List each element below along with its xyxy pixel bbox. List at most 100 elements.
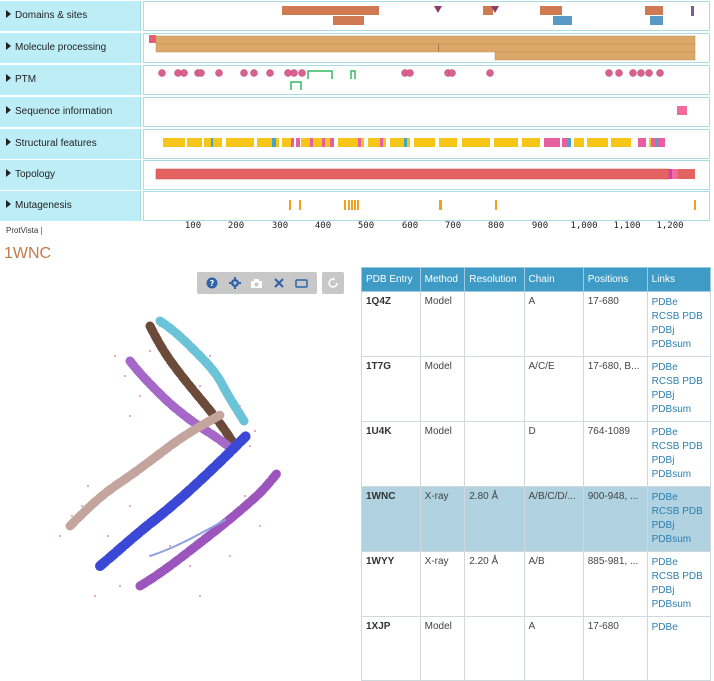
strand-feature[interactable] [638, 138, 646, 147]
cytoplasmic-region[interactable] [672, 169, 678, 179]
mutagenesis-site[interactable] [439, 200, 442, 210]
chain-feature[interactable] [494, 51, 696, 61]
link-pdbe[interactable]: PDBe [651, 622, 678, 633]
helix-feature[interactable] [574, 138, 584, 147]
strand-feature[interactable] [358, 138, 361, 147]
helix-feature[interactable] [226, 138, 254, 147]
helix-feature[interactable] [414, 138, 435, 147]
site-marker[interactable] [434, 6, 442, 13]
link-pdbe[interactable]: PDBe [651, 427, 678, 438]
region-feature[interactable] [650, 16, 663, 25]
link-pdbj[interactable]: PDBj [651, 520, 675, 531]
ptm-glycosylation[interactable] [645, 69, 653, 77]
helix-feature[interactable] [368, 138, 386, 147]
turn-feature[interactable] [211, 138, 213, 147]
strand-feature[interactable] [291, 138, 294, 147]
link-pdbsum[interactable]: PDBsum [651, 599, 692, 610]
track-panel-mutagenesis[interactable] [143, 191, 710, 221]
signal-peptide-feature[interactable] [149, 35, 156, 43]
mutagenesis-site[interactable] [357, 200, 359, 210]
helix-feature[interactable] [338, 138, 364, 147]
link-pdbe[interactable]: PDBe [651, 362, 678, 373]
link-pdbj[interactable]: PDBj [651, 585, 675, 596]
turn-feature[interactable] [656, 138, 658, 147]
strand-feature[interactable] [380, 138, 383, 147]
disulfide-bond[interactable] [307, 70, 333, 79]
ptm-glycosylation[interactable] [266, 69, 274, 77]
column-header-links[interactable]: Links [646, 267, 712, 292]
cytoplasmic-region[interactable] [678, 169, 695, 179]
helix-feature[interactable] [163, 138, 185, 147]
column-header-pdb-entry[interactable]: PDB Entry [361, 267, 421, 292]
site-marker[interactable] [691, 6, 694, 16]
table-row[interactable]: 1XJP Model A 17-680 PDBe [361, 616, 712, 681]
link-pdbj[interactable]: PDBj [651, 325, 675, 336]
helix-feature[interactable] [282, 138, 292, 147]
ptm-glycosylation[interactable] [448, 69, 456, 77]
strand-feature[interactable] [562, 138, 569, 147]
track-panel-topology[interactable] [143, 160, 710, 190]
strand-feature[interactable] [330, 138, 334, 147]
link-pdbj[interactable]: PDBj [651, 390, 675, 401]
helix-feature[interactable] [522, 138, 540, 147]
helix-feature[interactable] [257, 138, 279, 147]
help-icon[interactable]: ? [205, 276, 219, 290]
mutagenesis-site[interactable] [495, 200, 497, 210]
link-rcsb-pdb[interactable]: RCSB PDB [651, 376, 703, 387]
ptm-glycosylation[interactable] [605, 69, 613, 77]
domain-feature[interactable] [645, 6, 663, 15]
ptm-glycosylation[interactable] [158, 69, 166, 77]
mutagenesis-site[interactable] [351, 200, 353, 210]
tools-icon[interactable] [272, 276, 286, 290]
track-label-molecule-processing[interactable]: Molecule processing [0, 33, 141, 63]
track-panel-domains-sites[interactable] [143, 1, 710, 31]
mutagenesis-site[interactable] [694, 200, 696, 210]
track-domains-sites[interactable]: Domains & sites [0, 1, 714, 31]
helix-feature[interactable] [390, 138, 410, 147]
column-header-positions[interactable]: Positions [582, 267, 648, 292]
mutagenesis-site[interactable] [348, 200, 350, 210]
track-ptm[interactable]: PTM [0, 65, 714, 95]
link-rcsb-pdb[interactable]: RCSB PDB [651, 506, 703, 517]
turn-feature[interactable] [404, 138, 407, 147]
strand-feature[interactable] [296, 138, 300, 147]
domain-feature[interactable] [540, 6, 562, 15]
track-sequence-information[interactable]: Sequence information [0, 97, 714, 127]
link-pdbsum[interactable]: PDBsum [651, 469, 692, 480]
link-pdbj[interactable]: PDBj [651, 455, 675, 466]
track-topology[interactable]: Topology [0, 160, 714, 190]
link-pdbe[interactable]: PDBe [651, 297, 678, 308]
helix-feature[interactable] [462, 138, 490, 147]
column-header-chain[interactable]: Chain [523, 267, 584, 292]
structure-3d-viewer[interactable] [0, 296, 350, 620]
link-pdbsum[interactable]: PDBsum [651, 339, 692, 350]
ptm-glycosylation[interactable] [215, 69, 223, 77]
strand-feature[interactable] [544, 138, 560, 147]
transmembrane-region[interactable] [669, 169, 672, 179]
track-panel-sequence-information[interactable] [143, 97, 710, 127]
column-header-method[interactable]: Method [419, 267, 466, 292]
ptm-glycosylation[interactable] [240, 69, 248, 77]
helix-feature[interactable] [587, 138, 608, 147]
ptm-glycosylation[interactable] [629, 69, 637, 77]
track-panel-ptm[interactable] [143, 65, 710, 95]
link-rcsb-pdb[interactable]: RCSB PDB [651, 571, 703, 582]
helix-feature[interactable] [301, 138, 333, 147]
chain-feature[interactable] [155, 43, 696, 53]
disulfide-bond[interactable] [290, 81, 302, 90]
protvista-link[interactable]: ProtVista [6, 226, 39, 235]
site-marker[interactable] [491, 6, 499, 13]
ptm-glycosylation[interactable] [656, 69, 664, 77]
column-header-resolution[interactable]: Resolution [464, 267, 525, 292]
mutagenesis-site[interactable] [354, 200, 356, 210]
track-label-topology[interactable]: Topology [0, 160, 141, 190]
helix-feature[interactable] [611, 138, 631, 147]
track-label-domains-sites[interactable]: Domains & sites [0, 1, 141, 31]
sequence-conflict-feature[interactable] [677, 106, 687, 115]
turn-feature[interactable] [272, 138, 276, 147]
ptm-glycosylation[interactable] [290, 69, 298, 77]
table-row[interactable]: 1Q4Z Model A 17-680 PDBe RCSB PDB PDBj P… [361, 291, 712, 357]
link-pdbsum[interactable]: PDBsum [651, 534, 692, 545]
strand-feature[interactable] [322, 138, 325, 147]
ptm-glycosylation[interactable] [637, 69, 645, 77]
